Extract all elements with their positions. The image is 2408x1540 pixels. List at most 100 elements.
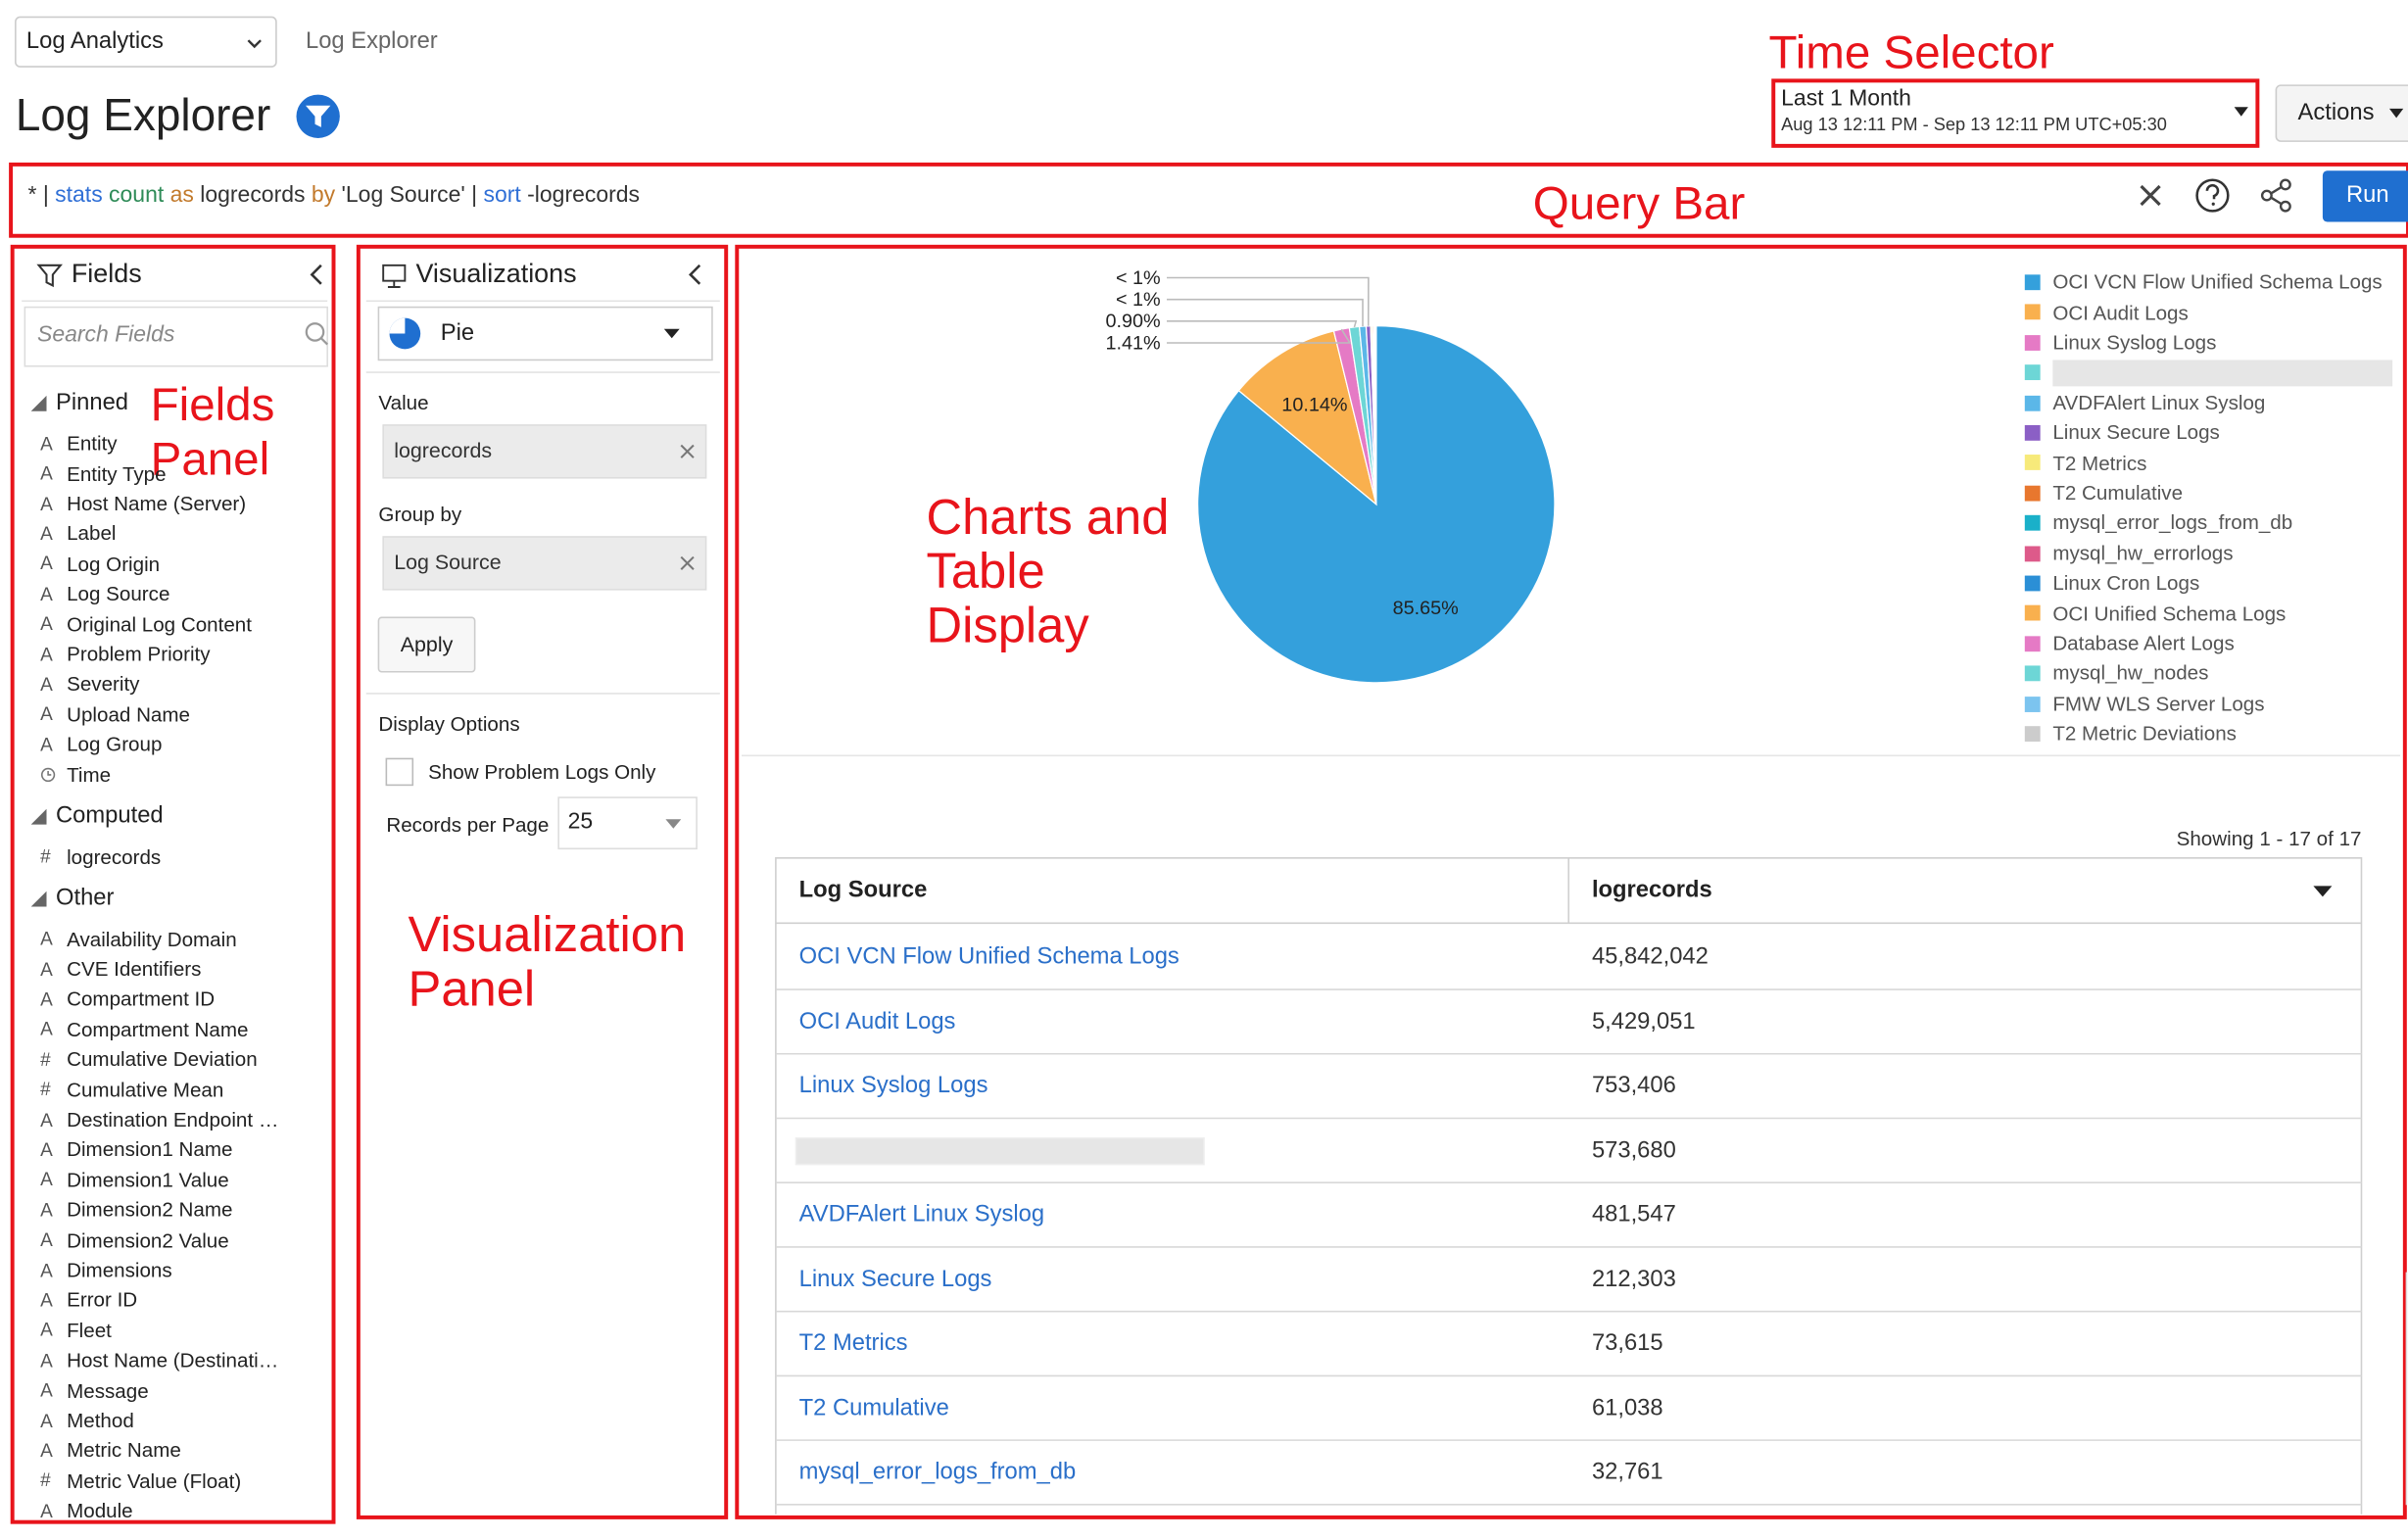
value-input[interactable] <box>382 424 707 479</box>
table-link[interactable]: T2 Cumulative <box>798 1394 949 1420</box>
query-token: * | <box>27 182 56 209</box>
legend-entry[interactable]: T2 Cumulative <box>2052 480 2184 505</box>
field-item[interactable]: Message <box>67 1378 149 1403</box>
field-item[interactable]: Metric Value (Float) <box>67 1468 242 1493</box>
legend-entry[interactable]: mysql_error_logs_from_db <box>2052 510 2293 535</box>
table-link[interactable]: AVDFAlert Linux Syslog <box>798 1200 1045 1227</box>
collapse-icon[interactable] <box>688 264 701 285</box>
field-item[interactable]: Upload Name <box>67 702 191 726</box>
table-link[interactable]: OCI VCN Flow Unified Schema Logs <box>798 942 1180 970</box>
legend-entry[interactable]: mysql_hw_errorlogs <box>2052 541 2234 565</box>
redacted <box>795 1136 1205 1166</box>
field-item[interactable]: Label <box>67 521 117 546</box>
legend-entry[interactable]: OCI Unified Schema Logs <box>2052 601 2287 625</box>
app-selector[interactable]: Log Analytics <box>25 27 164 55</box>
legend-entry[interactable]: AVDFAlert Linux Syslog <box>2052 390 2266 414</box>
field-item[interactable]: Fleet <box>67 1318 112 1342</box>
field-item[interactable]: Compartment ID <box>67 987 216 1011</box>
actions-button[interactable]: Actions <box>2297 99 2375 126</box>
remove-icon[interactable] <box>680 444 695 458</box>
search-placeholder[interactable]: Search Fields <box>37 322 175 349</box>
table-link[interactable]: mysql_error_logs_from_db <box>798 1458 1077 1485</box>
field-item[interactable]: Method <box>67 1409 134 1432</box>
legend-entry[interactable]: Linux Syslog Logs <box>2052 330 2217 355</box>
field-item[interactable]: Dimensions <box>67 1258 172 1282</box>
apply-button-box[interactable] <box>377 616 476 673</box>
group-toggle <box>30 890 47 907</box>
query-token: as <box>164 182 194 209</box>
legend-entry[interactable]: OCI Audit Logs <box>2052 300 2189 324</box>
field-item[interactable]: Log Source <box>67 582 170 605</box>
field-item[interactable]: Dimension2 Value <box>67 1227 229 1252</box>
run-button-box[interactable] <box>2322 170 2408 222</box>
annotation: Table <box>926 542 1045 600</box>
legend-entry[interactable]: Linux Secure Logs <box>2052 420 2220 445</box>
table-link[interactable]: Linux Syslog Logs <box>798 1072 988 1099</box>
legend-entry[interactable]: Linux Cron Logs <box>2052 571 2200 595</box>
legend-swatch <box>2024 665 2041 682</box>
search-box[interactable] <box>24 306 328 367</box>
actions-box[interactable] <box>2275 84 2408 142</box>
field-item[interactable]: Original Log Content <box>67 611 252 636</box>
time-selector-box[interactable] <box>1771 78 2260 148</box>
table-link[interactable]: OCI Audit Logs <box>798 1007 956 1035</box>
field-item[interactable]: Destination Endpoint … <box>67 1107 279 1131</box>
field-item[interactable]: Module <box>67 1499 133 1522</box>
field-item[interactable]: Dimension2 Name <box>67 1197 233 1222</box>
field-item[interactable]: Cumulative Deviation <box>67 1047 258 1072</box>
field-item[interactable]: Entity Type <box>67 461 167 486</box>
field-item[interactable]: Log Group <box>67 732 163 756</box>
select-value[interactable]: 25 <box>567 810 594 836</box>
field-item[interactable]: Compartment Name <box>67 1017 249 1041</box>
legend-swatch <box>2024 334 2041 351</box>
help-glyph <box>2205 183 2220 200</box>
field-group[interactable]: Other <box>56 885 115 912</box>
chart-type-select[interactable] <box>377 306 713 361</box>
field-item[interactable]: logrecords <box>67 844 162 869</box>
query-text[interactable]: * | stats count as logrecords by 'Log So… <box>28 181 641 210</box>
field-type-icon: A <box>40 1108 53 1131</box>
legend-entry[interactable]: mysql_hw_nodes <box>2052 661 2209 686</box>
table-link[interactable]: T2 Metrics <box>798 1329 908 1357</box>
field-item[interactable]: Time <box>67 762 112 787</box>
remove-icon[interactable] <box>680 555 695 570</box>
app-selector-box[interactable] <box>15 16 277 68</box>
field-group[interactable]: Pinned <box>56 389 129 416</box>
field-item[interactable]: Dimension1 Value <box>67 1168 229 1192</box>
collapse-icon[interactable] <box>310 264 322 285</box>
legend-entry[interactable]: T2 Metrics <box>2052 451 2147 474</box>
column-header[interactable]: Log Source <box>798 876 928 903</box>
sort-arrow[interactable] <box>2313 886 2333 897</box>
field-item[interactable]: Log Origin <box>67 552 161 576</box>
field-item[interactable]: Availability Domain <box>67 927 237 951</box>
field-item[interactable]: Host Name (Server) <box>67 492 247 515</box>
leader-line <box>1166 298 1364 327</box>
legend-entry[interactable]: T2 Metric Deviations <box>2052 721 2237 746</box>
field-item[interactable]: Problem Priority <box>67 642 211 666</box>
legend-entry[interactable]: Database Alert Logs <box>2052 631 2235 655</box>
chevron <box>247 39 262 49</box>
apply-button[interactable]: Apply <box>400 633 454 656</box>
field-item[interactable]: CVE Identifiers <box>67 957 202 981</box>
field-item[interactable]: Severity <box>67 672 140 697</box>
field-item[interactable]: Entity <box>67 431 118 456</box>
checkbox-label[interactable]: Show Problem Logs Only <box>428 760 656 785</box>
run-button[interactable]: Run <box>2346 181 2389 209</box>
help-icon[interactable] <box>2195 178 2230 213</box>
field-item[interactable]: Dimension1 Name <box>67 1137 233 1162</box>
legend-entry[interactable]: FMW WLS Server Logs <box>2052 692 2265 715</box>
legend-entry[interactable]: OCI VCN Flow Unified Schema Logs <box>2052 269 2383 294</box>
table-link[interactable]: Linux Secure Logs <box>798 1265 992 1292</box>
field-group[interactable]: Computed <box>56 802 164 830</box>
share-icon[interactable] <box>2260 178 2291 213</box>
time-range-label[interactable]: Last 1 Month <box>1781 87 1911 113</box>
chart-type[interactable]: Pie <box>440 319 475 347</box>
group-by-input[interactable] <box>382 536 707 591</box>
field-item[interactable]: Cumulative Mean <box>67 1078 224 1101</box>
column-header[interactable]: logrecords <box>1591 876 1712 903</box>
checkbox[interactable] <box>385 757 414 787</box>
field-item[interactable]: Host Name (Destinati… <box>67 1348 279 1372</box>
clear-icon[interactable] <box>2140 184 2161 207</box>
field-item[interactable]: Error ID <box>67 1288 138 1312</box>
field-item[interactable]: Metric Name <box>67 1438 181 1463</box>
